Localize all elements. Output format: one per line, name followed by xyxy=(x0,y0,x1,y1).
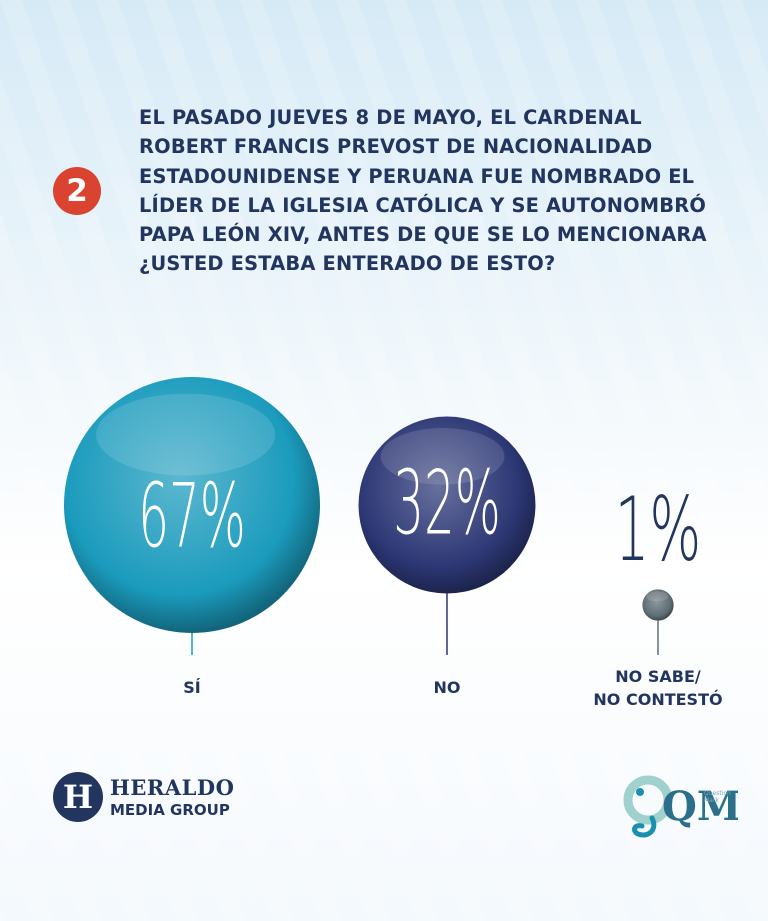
question-mark-tagline: Question Mark xyxy=(704,790,731,804)
background-stripe xyxy=(432,0,768,921)
bubble-si xyxy=(64,377,320,633)
heraldo-mark: H xyxy=(62,778,94,816)
value-label: 67% xyxy=(138,465,246,568)
background-stripe xyxy=(576,0,768,553)
bubble-highlight xyxy=(380,428,505,485)
background-stripe xyxy=(480,0,768,829)
bubble-no xyxy=(358,416,536,594)
background-stripe xyxy=(144,0,486,921)
question-mark-tagline-2: Mark xyxy=(704,797,719,804)
category-label: NO CONTESTÓ xyxy=(593,690,722,709)
question-line: EL PASADO JUEVES 8 DE MAYO, EL CARDENAL xyxy=(139,106,642,129)
background-stripe xyxy=(0,351,198,921)
background-stripe xyxy=(0,627,102,921)
background-stripe xyxy=(0,903,6,921)
heraldo-logo-subtitle: MEDIA GROUP xyxy=(110,801,230,819)
category-label: NO SABE/ xyxy=(615,667,701,686)
background-stripe xyxy=(192,0,534,921)
heraldo-logo-icon: H xyxy=(53,772,103,822)
question-text: EL PASADO JUEVES 8 DE MAYO, EL CARDENAL … xyxy=(139,103,739,279)
question-line: PAPA LEÓN XIV, ANTES DE QUE SE LO MENCIO… xyxy=(139,223,707,247)
question-line: ROBERT FRANCIS PREVOST DE NACIONALIDAD xyxy=(139,135,653,159)
background-stripe xyxy=(624,0,768,415)
category-label: SÍ xyxy=(183,678,201,697)
background-stripe xyxy=(0,765,54,921)
question-mark-logo-icon: QM xyxy=(623,775,738,838)
background-stripe xyxy=(0,489,150,921)
question-mark-logo-letters: QM xyxy=(662,783,738,830)
question-line: ESTADOUNIDENSE Y PERUANA FUE NOMBRADO EL xyxy=(139,164,695,188)
background-stripe xyxy=(672,0,768,277)
background-stripe xyxy=(528,0,768,691)
question-line: ¿USTED ESTABA ENTERADO DE ESTO? xyxy=(139,252,556,276)
heraldo-logo-name: HERALDO xyxy=(110,775,235,800)
background-stripe xyxy=(384,0,726,921)
category-label: NO xyxy=(434,678,461,697)
question-number-badge: 2 xyxy=(53,167,101,215)
bubble-highlight xyxy=(646,591,669,602)
bubble-ns-nc xyxy=(642,589,674,621)
question-number: 2 xyxy=(66,173,88,209)
value-label: 1% xyxy=(615,479,702,581)
question-mark-tagline-1: Question xyxy=(704,790,731,797)
bubble-highlight xyxy=(96,393,276,476)
background-stripe xyxy=(720,0,768,139)
value-label: 32% xyxy=(393,452,501,555)
question-line: LÍDER DE LA IGLESIA CATÓLICA Y SE AUTONO… xyxy=(139,193,707,217)
